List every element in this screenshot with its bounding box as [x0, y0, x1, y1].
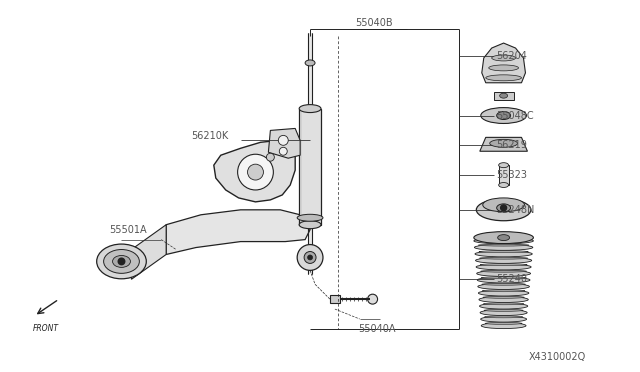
Circle shape	[304, 251, 316, 263]
Ellipse shape	[484, 316, 523, 318]
Ellipse shape	[481, 323, 526, 328]
Ellipse shape	[104, 250, 140, 273]
FancyBboxPatch shape	[493, 92, 513, 100]
Ellipse shape	[478, 238, 529, 240]
Ellipse shape	[478, 244, 529, 246]
FancyBboxPatch shape	[299, 109, 321, 225]
Ellipse shape	[499, 183, 509, 187]
Polygon shape	[214, 140, 295, 202]
Circle shape	[266, 153, 275, 161]
Ellipse shape	[305, 60, 315, 66]
Text: 56210K: 56210K	[191, 131, 228, 141]
FancyBboxPatch shape	[499, 165, 509, 185]
Ellipse shape	[476, 199, 531, 221]
Text: 55048C: 55048C	[497, 110, 534, 121]
Ellipse shape	[299, 221, 321, 229]
FancyBboxPatch shape	[308, 33, 312, 274]
Ellipse shape	[483, 198, 524, 212]
Ellipse shape	[97, 244, 147, 279]
Ellipse shape	[484, 310, 523, 311]
Ellipse shape	[479, 257, 528, 259]
Ellipse shape	[481, 277, 526, 279]
Polygon shape	[131, 225, 166, 279]
Text: X4310002Q: X4310002Q	[529, 352, 586, 362]
Text: FRONT: FRONT	[33, 324, 59, 333]
Ellipse shape	[478, 290, 529, 296]
Ellipse shape	[479, 303, 528, 309]
Text: 55501A: 55501A	[109, 225, 147, 235]
Ellipse shape	[497, 204, 511, 212]
Ellipse shape	[479, 251, 528, 253]
Text: 55240: 55240	[497, 274, 527, 284]
Text: 56219: 56219	[497, 140, 527, 150]
Ellipse shape	[485, 323, 522, 324]
Text: 55248N: 55248N	[497, 205, 535, 215]
Ellipse shape	[113, 256, 131, 267]
Ellipse shape	[478, 283, 529, 289]
Circle shape	[278, 135, 288, 145]
Ellipse shape	[474, 238, 533, 244]
Polygon shape	[268, 128, 300, 158]
Ellipse shape	[483, 290, 525, 292]
Ellipse shape	[498, 235, 509, 241]
Ellipse shape	[490, 140, 518, 147]
Ellipse shape	[499, 163, 509, 168]
Ellipse shape	[492, 55, 516, 61]
Ellipse shape	[297, 214, 323, 221]
Ellipse shape	[477, 270, 531, 276]
Ellipse shape	[476, 257, 532, 263]
Text: 55040A: 55040A	[358, 324, 396, 334]
Ellipse shape	[481, 108, 527, 124]
Polygon shape	[480, 137, 527, 151]
Text: 55040B: 55040B	[355, 18, 392, 28]
Polygon shape	[482, 43, 525, 83]
Circle shape	[297, 244, 323, 270]
Ellipse shape	[474, 232, 533, 244]
Circle shape	[248, 164, 264, 180]
Circle shape	[500, 205, 507, 211]
Text: 56204: 56204	[497, 51, 527, 61]
Ellipse shape	[475, 251, 532, 257]
Text: 55323: 55323	[497, 170, 527, 180]
FancyBboxPatch shape	[330, 295, 340, 303]
Ellipse shape	[500, 93, 508, 98]
Ellipse shape	[481, 316, 527, 322]
Ellipse shape	[480, 264, 527, 266]
Circle shape	[367, 294, 378, 304]
Ellipse shape	[481, 270, 527, 272]
Ellipse shape	[489, 65, 518, 71]
Circle shape	[308, 255, 312, 260]
Ellipse shape	[299, 105, 321, 113]
Ellipse shape	[480, 310, 527, 315]
Ellipse shape	[479, 296, 528, 302]
Ellipse shape	[486, 75, 522, 81]
Circle shape	[118, 257, 125, 265]
Polygon shape	[166, 210, 310, 254]
Ellipse shape	[476, 264, 531, 270]
Ellipse shape	[482, 283, 525, 285]
Circle shape	[237, 154, 273, 190]
Ellipse shape	[474, 244, 533, 250]
Ellipse shape	[483, 296, 524, 298]
Ellipse shape	[477, 277, 530, 283]
Circle shape	[279, 147, 287, 155]
Ellipse shape	[483, 303, 524, 305]
Ellipse shape	[497, 112, 511, 119]
